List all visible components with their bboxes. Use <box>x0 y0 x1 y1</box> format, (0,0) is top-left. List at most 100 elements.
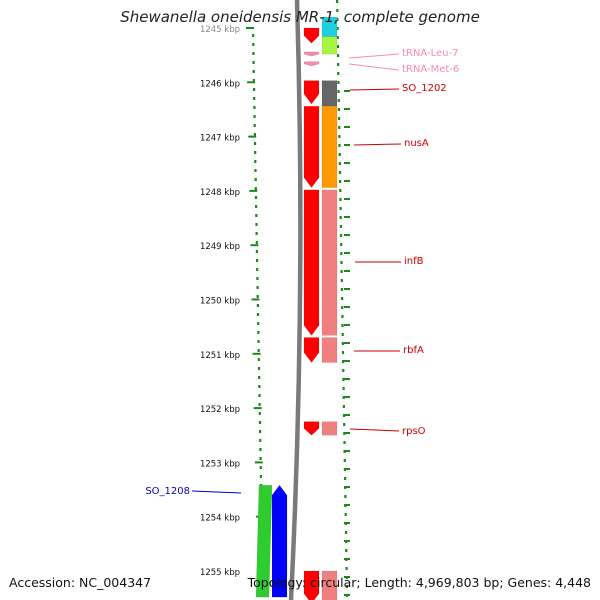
reverse-gene <box>255 484 273 598</box>
outer-tick <box>344 522 350 524</box>
ruler: 1245 kbp 1246 kbp 1247 kbp 1248 kbp 1249 kbp… <box>200 25 265 578</box>
inner-dot <box>253 124 256 127</box>
inner-dot <box>254 178 257 181</box>
inner-dot <box>253 97 256 100</box>
topology-text: Topology: circular; Length: 4,969,803 bp… <box>247 575 591 590</box>
outer-dot <box>341 324 344 327</box>
inner-dot <box>257 340 260 343</box>
ruler-label: 1246 kbp <box>200 79 240 89</box>
ruler-label: 1247 kbp <box>200 134 240 144</box>
outer-dot <box>338 171 342 174</box>
outer-tick <box>344 198 350 200</box>
outer-dot <box>337 81 340 84</box>
ruler-label: 1245 kbp <box>200 25 240 35</box>
outer-dot <box>336 9 339 12</box>
outer-dot <box>345 567 348 570</box>
ruler-label: 1248 kbp <box>200 188 240 198</box>
genome-backbone <box>288 0 303 600</box>
forward-gene <box>303 105 320 189</box>
outer-tick <box>344 378 350 380</box>
inner-dot <box>255 241 258 244</box>
outer-dot <box>337 90 340 93</box>
inner-dot <box>255 232 258 235</box>
inner-dot <box>259 466 262 469</box>
outer-dot <box>340 261 343 264</box>
outer-tick <box>344 288 350 290</box>
outer-tick <box>344 558 350 560</box>
gene-block <box>321 80 338 107</box>
label-leader <box>191 490 242 494</box>
inner-dot <box>253 88 256 91</box>
backbone-line <box>288 0 303 600</box>
outer-dot <box>341 333 344 336</box>
outer-dot <box>338 117 341 120</box>
label-leader <box>348 53 400 59</box>
outer-dot <box>340 252 343 255</box>
outer-dot <box>339 198 342 201</box>
outer-tick <box>344 144 350 146</box>
outer-tick <box>344 162 350 164</box>
inner-dot <box>253 142 257 145</box>
inner-dot <box>259 430 262 433</box>
forward-gene <box>303 27 320 44</box>
inner-dot <box>255 214 258 217</box>
outer-dot <box>342 387 345 390</box>
outer-dot <box>336 27 339 30</box>
forward-gene <box>303 421 320 436</box>
outer-tick <box>344 342 350 344</box>
outer-tick <box>344 486 350 488</box>
outer-dot <box>343 441 346 444</box>
outer-tick <box>344 450 350 452</box>
gene-block <box>321 36 338 55</box>
inner-dot <box>252 61 255 64</box>
outer-dot <box>339 225 342 228</box>
label-leader <box>353 143 402 146</box>
inner-dot <box>256 295 259 298</box>
outer-dot <box>337 108 340 111</box>
outer-dot <box>344 513 347 516</box>
ruler-label: 1255 kbp <box>200 568 240 578</box>
inner-dot <box>256 313 260 316</box>
forward-gene <box>303 61 320 67</box>
gene-label: rpsO <box>402 426 426 437</box>
outer-tick <box>344 270 350 272</box>
outer-tick <box>344 90 350 92</box>
inner-dot <box>253 133 256 136</box>
inner-dot <box>257 367 261 370</box>
outer-tick <box>344 126 350 128</box>
outer-tick <box>344 396 350 398</box>
outer-dot <box>342 405 345 408</box>
forward-gene <box>303 80 320 105</box>
outer-dot <box>344 477 347 480</box>
outer-tick <box>344 180 350 182</box>
inner-dot <box>254 196 258 199</box>
forward-gene <box>303 51 320 57</box>
outer-tick <box>344 468 350 470</box>
ruler-dots <box>252 0 350 597</box>
outer-dot <box>339 189 342 192</box>
outer-dot <box>340 279 343 282</box>
gene-label: SO_1208 <box>145 486 190 497</box>
outer-dot <box>340 243 343 246</box>
gene-block <box>321 570 338 600</box>
inner-dot <box>259 457 262 460</box>
inner-dot <box>258 376 261 379</box>
inner-dot <box>257 331 260 334</box>
label-leader <box>349 428 400 432</box>
outer-tick <box>344 504 350 506</box>
outer-dot <box>344 495 347 498</box>
outer-dot <box>338 144 341 147</box>
outer-dot <box>342 378 345 381</box>
outer-dot <box>341 351 345 354</box>
outer-tick <box>344 324 350 326</box>
gene-label: rbfA <box>403 345 424 356</box>
inner-dot <box>258 412 261 415</box>
outer-dot <box>341 315 344 318</box>
inner-dot <box>259 448 262 451</box>
label-leader <box>349 88 400 91</box>
gene-label: infB <box>404 256 424 267</box>
outer-dot <box>336 0 339 3</box>
outer-tick <box>344 432 350 434</box>
ruler-label: 1252 kbp <box>200 405 240 415</box>
outer-dot <box>345 549 348 552</box>
